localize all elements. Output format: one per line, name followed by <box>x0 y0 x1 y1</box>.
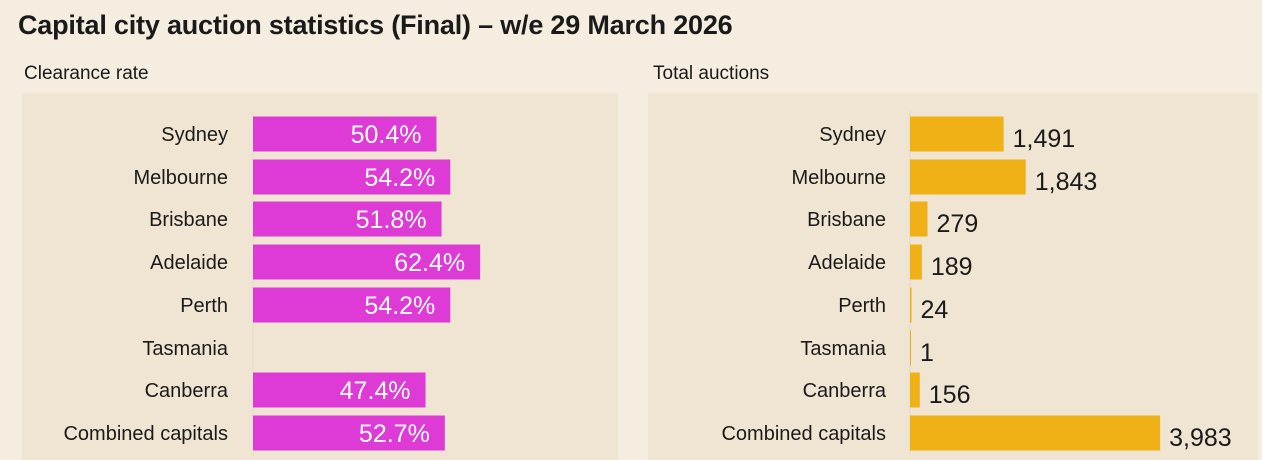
total-auctions-bar-melbourne <box>910 159 1026 195</box>
clearance-rate-category-label-canberra: Canberra <box>145 380 229 402</box>
clearance-rate-bar-brisbane <box>253 201 442 237</box>
total-auctions-bar-tasmania <box>910 330 911 366</box>
clearance-rate-value-label-combined-capitals: 52.7% <box>359 420 430 448</box>
clearance-rate-bar-melbourne <box>253 159 451 195</box>
total-auctions-value-label-brisbane: 279 <box>937 210 979 238</box>
total-auctions-value-label-adelaide: 189 <box>931 253 973 281</box>
total-auctions-value-label-combined-capitals: 3,983 <box>1169 424 1232 452</box>
total-auctions-category-label-sydney: Sydney <box>819 124 886 146</box>
total-auctions-bar-perth <box>910 287 912 323</box>
total-auctions-category-label-canberra: Canberra <box>803 380 887 402</box>
total-auctions-category-label-adelaide: Adelaide <box>808 252 886 274</box>
clearance-rate-category-label-sydney: Sydney <box>161 124 228 146</box>
total-auctions-category-label-melbourne: Melbourne <box>791 167 886 189</box>
clearance-rate-chart: Sydney 50.4% Melbourne 54.2% Brisbane 51.8% Ad… <box>63 111 481 455</box>
clearance-rate-category-label-perth: Perth <box>180 295 228 317</box>
total-auctions-bar-brisbane <box>910 201 928 237</box>
clearance-rate-category-label-brisbane: Brisbane <box>149 209 228 231</box>
clearance-rate-category-label-tasmania: Tasmania <box>142 338 228 360</box>
clearance-rate-chart-title: Clearance rate <box>24 63 149 84</box>
total-auctions-value-label-perth: 24 <box>921 296 949 324</box>
clearance-rate-value-label-brisbane: 51.8% <box>356 206 427 234</box>
clearance-rate-bar-adelaide <box>253 244 481 280</box>
total-auctions-value-label-melbourne: 1,843 <box>1035 168 1098 196</box>
total-auctions-bar-adelaide <box>910 244 922 280</box>
total-auctions-chart-title: Total auctions <box>653 63 770 84</box>
clearance-rate-bar-combined-capitals <box>253 415 445 451</box>
clearance-rate-value-label-perth: 54.2% <box>364 292 435 320</box>
total-auctions-category-label-brisbane: Brisbane <box>807 209 886 231</box>
clearance-rate-panel: Sydney 50.4% Melbourne 54.2% Brisbane 51.8% Ad… <box>22 93 618 460</box>
clearance-rate-bar-perth <box>253 287 451 323</box>
total-auctions-value-label-tasmania: 1 <box>920 339 934 367</box>
total-auctions-category-label-tasmania: Tasmania <box>800 338 886 360</box>
total-auctions-chart: Sydney 1,491 Melbourne 1,843 Brisbane 279 Adel… <box>721 111 1232 455</box>
total-auctions-category-label-combined-capitals: Combined capitals <box>721 423 886 445</box>
total-auctions-value-label-canberra: 156 <box>929 381 971 409</box>
total-auctions-value-label-sydney: 1,491 <box>1013 125 1076 153</box>
page-title: Capital city auction statistics (Final) … <box>18 10 733 40</box>
total-auctions-bar-combined-capitals <box>910 415 1161 451</box>
clearance-rate-value-label-melbourne: 54.2% <box>364 164 435 192</box>
clearance-rate-category-label-combined-capitals: Combined capitals <box>63 423 228 445</box>
clearance-rate-category-label-adelaide: Adelaide <box>150 252 228 274</box>
clearance-rate-bar-sydney <box>253 116 437 152</box>
clearance-rate-bar-canberra <box>253 372 426 408</box>
total-auctions-bar-canberra <box>910 372 920 408</box>
total-auctions-bar-sydney <box>910 116 1004 152</box>
total-auctions-panel: Sydney 1,491 Melbourne 1,843 Brisbane 279 Adel… <box>648 93 1258 460</box>
clearance-rate-value-label-sydney: 50.4% <box>351 121 422 149</box>
clearance-rate-value-label-canberra: 47.4% <box>340 377 411 405</box>
clearance-rate-category-label-melbourne: Melbourne <box>133 167 228 189</box>
total-auctions-category-label-perth: Perth <box>838 295 886 317</box>
clearance-rate-value-label-adelaide: 62.4% <box>394 249 465 277</box>
